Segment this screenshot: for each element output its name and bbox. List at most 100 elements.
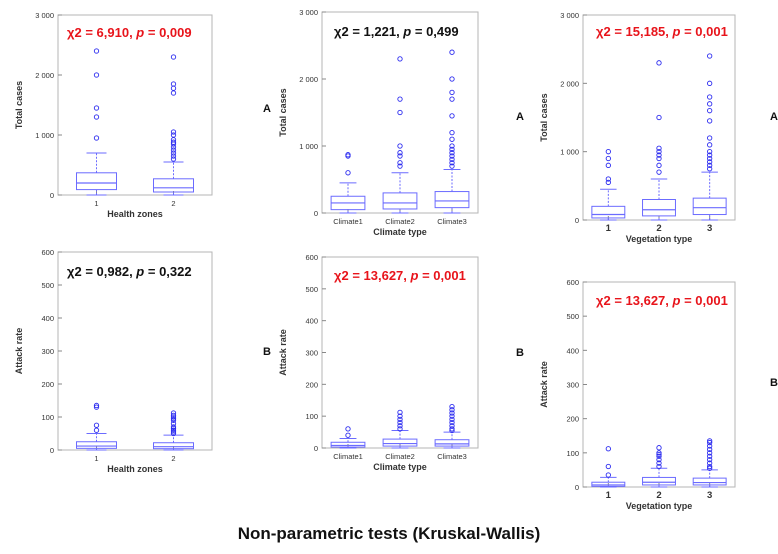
y-tick-label: 0	[50, 446, 54, 455]
x-tick-label: 2	[171, 454, 175, 463]
box-body	[591, 481, 626, 487]
chi-square-value: χ2 = 13,627	[596, 293, 665, 308]
outlier-point	[707, 80, 713, 86]
outlier-point	[707, 457, 713, 463]
x-tick-label: 3	[707, 490, 712, 501]
outlier-point	[397, 409, 403, 415]
box-body	[642, 199, 676, 217]
box-body	[382, 192, 418, 210]
y-tick-label: 0	[575, 216, 579, 225]
chi-square-value: χ2 = 1,221	[334, 24, 396, 39]
outlier-point	[449, 160, 455, 166]
stat-separator: ,	[665, 293, 672, 308]
y-tick-label: 2 000	[35, 71, 54, 80]
outlier-point	[707, 162, 713, 168]
y-axis-label: Attack rate	[278, 329, 288, 376]
x-tick-label: Climate2	[385, 217, 415, 226]
y-tick-label: 2 000	[299, 75, 318, 84]
outlier-point	[605, 179, 611, 186]
y-tick-label: 300	[305, 349, 318, 358]
outlier-point	[656, 169, 662, 175]
outlier-point	[656, 450, 662, 456]
p-value: = 0,009	[144, 25, 191, 40]
x-tick-label: 1	[94, 199, 98, 208]
outlier-point	[397, 56, 403, 62]
box-1	[591, 446, 626, 488]
outlier-point	[170, 427, 177, 433]
box-2	[642, 60, 676, 221]
outlier-point	[397, 413, 403, 419]
y-tick-label: 300	[41, 347, 54, 356]
box-Climate1	[330, 152, 366, 214]
box-body	[692, 477, 727, 486]
kruskal-wallis-stat: χ2 = 6,910, p = 0,009	[67, 25, 192, 40]
kruskal-wallis-stat: χ2 = 15,185, p = 0,001	[596, 24, 728, 39]
outlier-point	[707, 443, 713, 449]
plot-frame	[57, 251, 213, 451]
x-tick-label: 1	[606, 223, 612, 234]
box-Climate3	[434, 49, 470, 214]
outlier-point	[707, 453, 713, 459]
outlier-point	[449, 129, 455, 136]
outlier-point	[707, 53, 713, 59]
y-tick-label: 600	[566, 278, 579, 287]
x-tick-label: 2	[656, 490, 661, 501]
y-tick-label: 2 000	[560, 79, 579, 88]
y-tick-label: 1 000	[560, 148, 579, 157]
outlier-point	[449, 423, 455, 429]
x-axis-label: Health zones	[107, 209, 163, 219]
outlier-point	[449, 76, 455, 82]
outlier-point	[656, 60, 662, 66]
x-axis-label: Vegetation type	[626, 501, 693, 511]
y-tick-label: 400	[41, 314, 54, 323]
box-body	[330, 441, 366, 448]
chart-panel-1: 0 1 000 2 000 3 000 Total cases 1 2 Health zone…	[14, 11, 271, 219]
y-tick-label: 3 000	[299, 8, 318, 17]
outlier-point	[170, 147, 177, 153]
chart-panel-2: 0 1 000 2 000 3 000 Total cases Climate1 Clima…	[278, 8, 524, 237]
x-tick-label: 1	[94, 454, 98, 463]
outlier-point	[170, 129, 177, 135]
outlier-point	[707, 450, 713, 456]
p-value: = 0,001	[680, 24, 727, 39]
chi-square-value: χ2 = 15,185	[596, 24, 665, 39]
box-body	[382, 438, 418, 447]
box-Climate3	[434, 403, 470, 449]
y-tick-label: 0	[314, 444, 318, 453]
outlier-point	[449, 416, 455, 422]
y-tick-label: 100	[41, 413, 54, 422]
outlier-point	[170, 415, 177, 422]
outlier-point	[93, 404, 100, 410]
outlier-point	[707, 463, 713, 470]
chart-panel-6: 0 100 200 300 400 500 600 Attack rate 1 2 3 Vegetat…	[539, 278, 778, 511]
outlier-point	[93, 114, 100, 120]
p-symbol: p	[672, 293, 681, 308]
y-axis-label: Attack rate	[539, 361, 549, 408]
outlier-point	[449, 426, 455, 432]
outlier-point	[707, 152, 713, 158]
x-tick-label: Climate1	[333, 452, 363, 461]
outlier-point	[449, 403, 455, 410]
box-1	[591, 149, 626, 221]
outlier-point	[656, 463, 662, 470]
outlier-point	[605, 463, 611, 470]
kruskal-wallis-stat: χ2 = 1,221, p = 0,499	[334, 24, 459, 39]
outlier-point	[656, 155, 662, 162]
outlier-point	[345, 432, 351, 438]
panel-side-label: A	[770, 111, 778, 123]
outlier-point	[707, 166, 713, 172]
outlier-point	[656, 457, 662, 463]
outlier-point	[707, 149, 713, 155]
panel-side-label: A	[263, 103, 271, 115]
outlier-point	[449, 96, 455, 102]
p-symbol: p	[135, 25, 144, 40]
outlier-point	[397, 160, 403, 166]
outlier-point	[656, 149, 662, 155]
box-Climate2	[382, 56, 418, 214]
outlier-point	[397, 150, 403, 156]
outlier-point	[605, 162, 611, 168]
box-1	[76, 48, 117, 196]
outlier-point	[656, 145, 662, 151]
y-tick-label: 400	[305, 317, 318, 326]
outlier-point	[707, 142, 713, 148]
